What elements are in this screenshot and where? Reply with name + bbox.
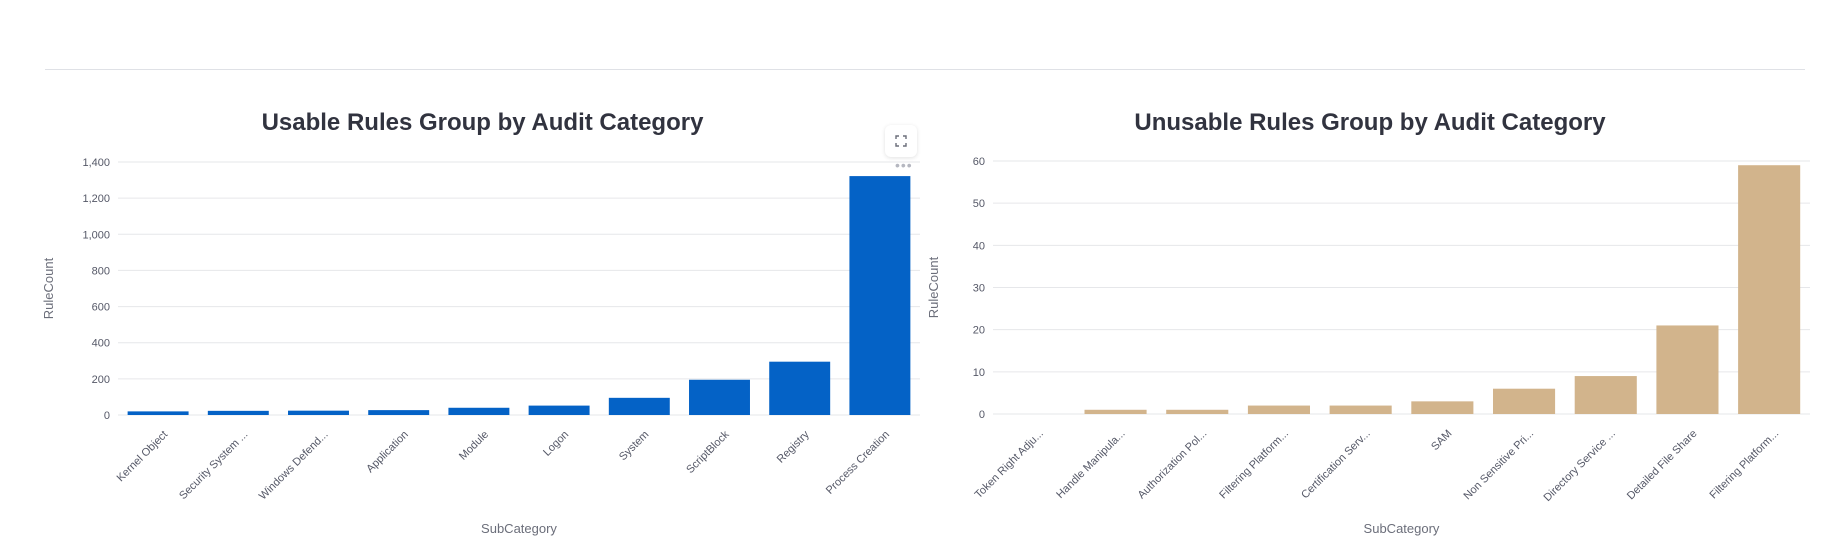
fullscreen-icon xyxy=(895,135,907,147)
x-tick-label: Security System ... xyxy=(177,429,250,502)
x-tick-label: Filtering Platform... xyxy=(1708,428,1782,502)
unusable-rules-chart: Unusable Rules Group by Audit Category 0… xyxy=(926,95,1810,555)
bar xyxy=(1247,405,1310,414)
x-tick-label: ScriptBlock xyxy=(684,428,732,476)
y-tick-label: 600 xyxy=(92,302,110,314)
bar xyxy=(1738,165,1801,414)
x-tick-label: Filtering Platform... xyxy=(1217,428,1291,502)
x-tick-label: Module xyxy=(457,429,491,463)
y-tick-label: 40 xyxy=(973,240,985,252)
x-tick-label: Detailed File Share xyxy=(1625,428,1700,503)
y-tick-label: 800 xyxy=(92,265,110,277)
x-tick-label: Logon xyxy=(541,429,571,459)
y-axis-title: RuleCount xyxy=(926,256,941,318)
bar xyxy=(849,176,911,415)
usable-rules-chart-svg: 0 200 400 600 800 1,000 1,200 1,400 Kernel Objec… xyxy=(41,157,920,536)
y-tick-label: 0 xyxy=(979,409,985,421)
x-tick-label: Application xyxy=(364,429,411,476)
y-tick-label: 50 xyxy=(973,198,985,210)
y-tick-label: 200 xyxy=(92,374,110,386)
y-tick-label: 60 xyxy=(973,156,985,168)
x-tick-label: Handle Manipula... xyxy=(1054,428,1127,501)
bar xyxy=(448,407,510,415)
x-tick-label: Process Creation xyxy=(824,429,892,497)
bar xyxy=(288,410,349,415)
x-tick-label: Certification Serv... xyxy=(1299,428,1373,502)
fullscreen-button[interactable] xyxy=(885,125,917,157)
bar xyxy=(1329,405,1392,414)
y-tick-label: 1,200 xyxy=(82,193,110,205)
x-axis-title: SubCategory xyxy=(481,521,557,536)
y-tick-label: 0 xyxy=(104,410,110,422)
x-tick-label: Authorization Pol... xyxy=(1136,428,1210,502)
y-tick-label: 20 xyxy=(973,325,985,337)
bar xyxy=(1411,401,1474,414)
x-tick-label: Directory Service ... xyxy=(1542,428,1618,504)
x-tick-label: Registry xyxy=(775,428,812,465)
bar xyxy=(1084,409,1147,414)
bar xyxy=(1574,376,1637,414)
bar xyxy=(368,410,430,415)
y-tick-label: 400 xyxy=(92,338,110,350)
usable-rules-chart: Usable Rules Group by Audit Category 0 20… xyxy=(41,95,920,555)
x-tick-label: Non Sensitive Pri... xyxy=(1462,428,1537,503)
bar xyxy=(528,405,590,415)
bar xyxy=(769,361,831,415)
x-axis-title: SubCategory xyxy=(1364,521,1440,536)
bar xyxy=(1656,325,1719,414)
x-tick-label: SAM xyxy=(1429,428,1454,453)
x-tick-label: Kernel Object xyxy=(115,429,171,485)
bar xyxy=(207,410,269,415)
x-tick-label: System xyxy=(617,429,651,463)
x-tick-label: Windows Defend... xyxy=(257,429,331,503)
bar xyxy=(1493,388,1556,414)
y-tick-label: 1,000 xyxy=(82,229,110,241)
y-tick-label: 1,400 xyxy=(82,157,110,169)
x-tick-label: Token Right Adju... xyxy=(973,428,1046,501)
bar xyxy=(127,411,189,415)
top-divider xyxy=(45,69,1805,70)
chart-title: Unusable Rules Group by Audit Category xyxy=(1134,109,1606,136)
y-axis-title: RuleCount xyxy=(41,257,56,319)
y-tick-label: 30 xyxy=(973,283,985,295)
unusable-rules-chart-svg: 0 10 20 30 40 50 60 Token Right Adju... Handle M… xyxy=(926,156,1810,536)
more-options-icon[interactable]: ••• xyxy=(895,157,913,173)
y-tick-label: 10 xyxy=(973,367,985,379)
bar xyxy=(1166,409,1229,414)
bar xyxy=(608,397,670,415)
chart-title: Usable Rules Group by Audit Category xyxy=(261,109,704,136)
bar xyxy=(689,379,750,415)
